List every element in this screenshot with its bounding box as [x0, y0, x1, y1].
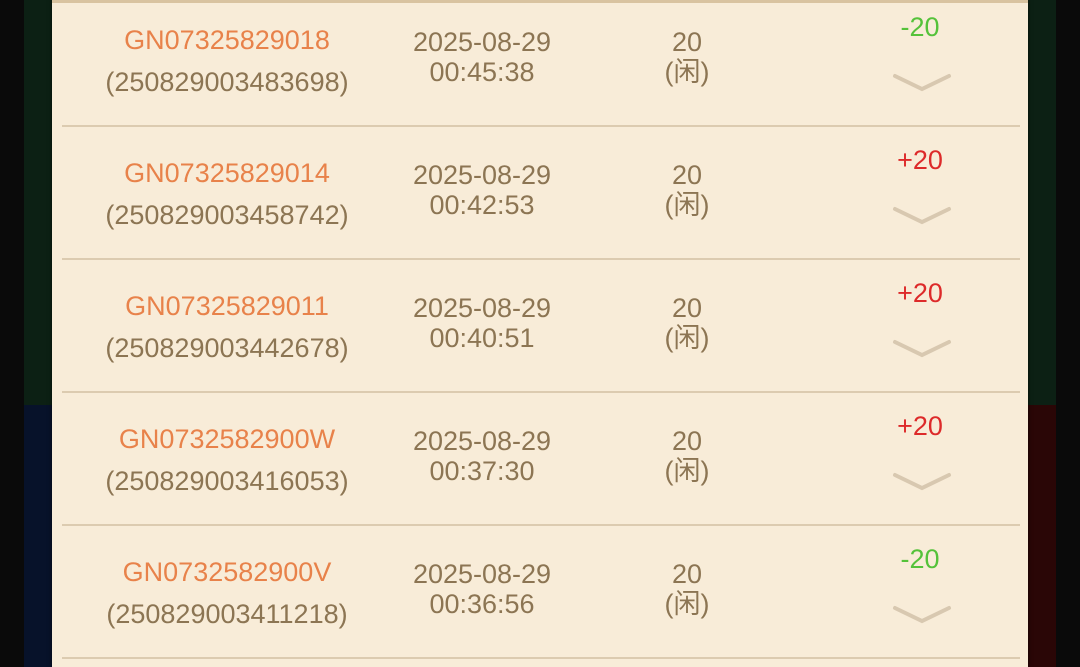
panel-border	[52, 0, 1028, 3]
bet-amount: 20	[671, 293, 703, 323]
bet-amount: 20	[671, 27, 703, 57]
order-id: GN0732582900V	[122, 557, 332, 587]
time-cell: 2025-08-29 00:42:53	[382, 160, 582, 220]
time-cell: 2025-08-29 00:37:30	[382, 426, 582, 486]
result-amount: +20	[897, 278, 943, 308]
chevron-down-icon[interactable]	[892, 604, 952, 626]
bet-type: (闲)	[664, 190, 710, 220]
record-row[interactable]: GN07325829011 (250829003442678) 2025-08-…	[62, 260, 1020, 393]
result-amount: +20	[897, 411, 943, 441]
bet-cell: 20 (闲)	[637, 160, 737, 220]
bet-amount: 20	[671, 426, 703, 456]
bet-cell: 20 (闲)	[637, 426, 737, 486]
order-id: GN07325829014	[124, 158, 330, 188]
result-amount: +20	[897, 145, 943, 175]
time: 00:37:30	[429, 456, 535, 486]
order-cell: GN07325829018 (250829003483698)	[62, 19, 392, 103]
time-cell: 2025-08-29 00:45:38	[382, 27, 582, 87]
serial-number: (250829003411218)	[106, 599, 348, 629]
bet-cell: 20 (闲)	[637, 27, 737, 87]
chevron-down-icon[interactable]	[892, 338, 952, 360]
serial-number: (250829003442678)	[105, 333, 349, 363]
serial-number: (250829003458742)	[105, 200, 349, 230]
time: 00:45:38	[429, 57, 535, 87]
date: 2025-08-29	[412, 426, 552, 456]
background-left-top	[24, 0, 54, 405]
serial-number: (250829003416053)	[105, 466, 349, 496]
bet-type: (闲)	[664, 589, 710, 619]
date: 2025-08-29	[412, 559, 552, 589]
bet-amount: 20	[671, 559, 703, 589]
time-cell: 2025-08-29 00:36:56	[382, 559, 582, 619]
record-row[interactable]: GN0732582900V (250829003411218) 2025-08-…	[62, 526, 1020, 659]
background-left-bottom	[24, 405, 54, 667]
bet-amount: 20	[671, 160, 703, 190]
result-amount: -20	[900, 12, 940, 42]
chevron-down-icon[interactable]	[892, 72, 952, 94]
order-id: GN07325829011	[125, 291, 329, 321]
order-id: GN0732582900W	[118, 424, 336, 454]
time: 00:42:53	[429, 190, 535, 220]
order-cell: GN07325829011 (250829003442678)	[62, 285, 392, 369]
order-cell: GN0732582900W (250829003416053)	[62, 418, 392, 502]
record-row[interactable]: GN0732582900W (250829003416053) 2025-08-…	[62, 393, 1020, 526]
chevron-down-icon[interactable]	[892, 205, 952, 227]
date: 2025-08-29	[412, 27, 552, 57]
bet-type: (闲)	[664, 323, 710, 353]
date: 2025-08-29	[412, 160, 552, 190]
background-right-bottom	[1026, 405, 1056, 667]
bet-cell: 20 (闲)	[637, 293, 737, 353]
result-amount: -20	[900, 544, 940, 574]
bet-type: (闲)	[664, 456, 710, 486]
order-cell: GN0732582900V (250829003411218)	[62, 551, 392, 635]
record-row[interactable]: GN07325829018 (250829003483698) 2025-08-…	[62, 0, 1020, 127]
time: 00:40:51	[429, 323, 535, 353]
chevron-down-icon[interactable]	[892, 471, 952, 493]
bet-cell: 20 (闲)	[637, 559, 737, 619]
time: 00:36:56	[429, 589, 535, 619]
order-id: GN07325829018	[124, 25, 330, 55]
background-right-top	[1026, 0, 1056, 405]
date: 2025-08-29	[412, 293, 552, 323]
time-cell: 2025-08-29 00:40:51	[382, 293, 582, 353]
serial-number: (250829003483698)	[105, 67, 349, 97]
record-row[interactable]: GN07325829014 (250829003458742) 2025-08-…	[62, 127, 1020, 260]
bet-type: (闲)	[664, 57, 710, 87]
bet-history-panel: GN07325829018 (250829003483698) 2025-08-…	[52, 0, 1028, 667]
order-cell: GN07325829014 (250829003458742)	[62, 152, 392, 236]
